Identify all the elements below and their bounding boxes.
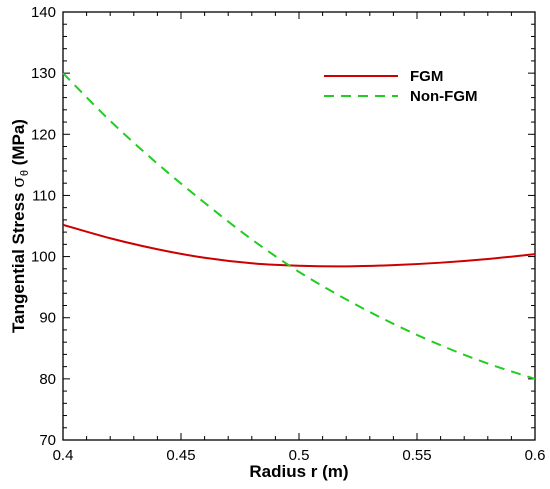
y-tick-label: 100 [31,249,56,266]
plot-frame [62,11,536,441]
y-axis-title: Tangential Stress σθ (MPa) [9,119,31,333]
series-line-non-fgm [62,72,536,380]
y-axis-title-subscript: θ [19,170,31,176]
series-layer [62,72,536,380]
y-tick-label: 70 [39,432,56,449]
x-tick-label: 0.4 [53,447,74,464]
x-tick-label: 0.45 [166,447,195,464]
x-axis: 0.4 0.45 0.5 0.55 0.6 [53,12,546,464]
y-tick-label: 110 [32,187,56,204]
y-tick-label: 90 [39,310,56,327]
y-axis: 70 80 90 100 110 120 130 140 [31,4,535,449]
x-axis-title: Radius r (m) [249,462,348,481]
y-axis-title-suffix: (MPa) [9,119,28,170]
series-line-fgm [62,223,536,268]
legend-label-non-fgm: Non-FGM [410,88,477,105]
plot-area [62,11,536,441]
x-tick-label: 0.6 [525,447,546,464]
y-tick-label: 140 [31,4,56,21]
y-tick-label: 120 [31,126,56,143]
y-axis-title-prefix: Tangential Stress [9,188,28,333]
legend-label-fgm: FGM [410,68,443,85]
y-axis-title-symbol: σ [9,176,29,188]
y-tick-label: 80 [39,371,56,388]
y-tick-label: 130 [31,65,56,82]
x-tick-label: 0.5 [289,447,310,464]
legend: FGM Non-FGM [324,68,477,105]
x-tick-label: 0.55 [402,447,431,464]
